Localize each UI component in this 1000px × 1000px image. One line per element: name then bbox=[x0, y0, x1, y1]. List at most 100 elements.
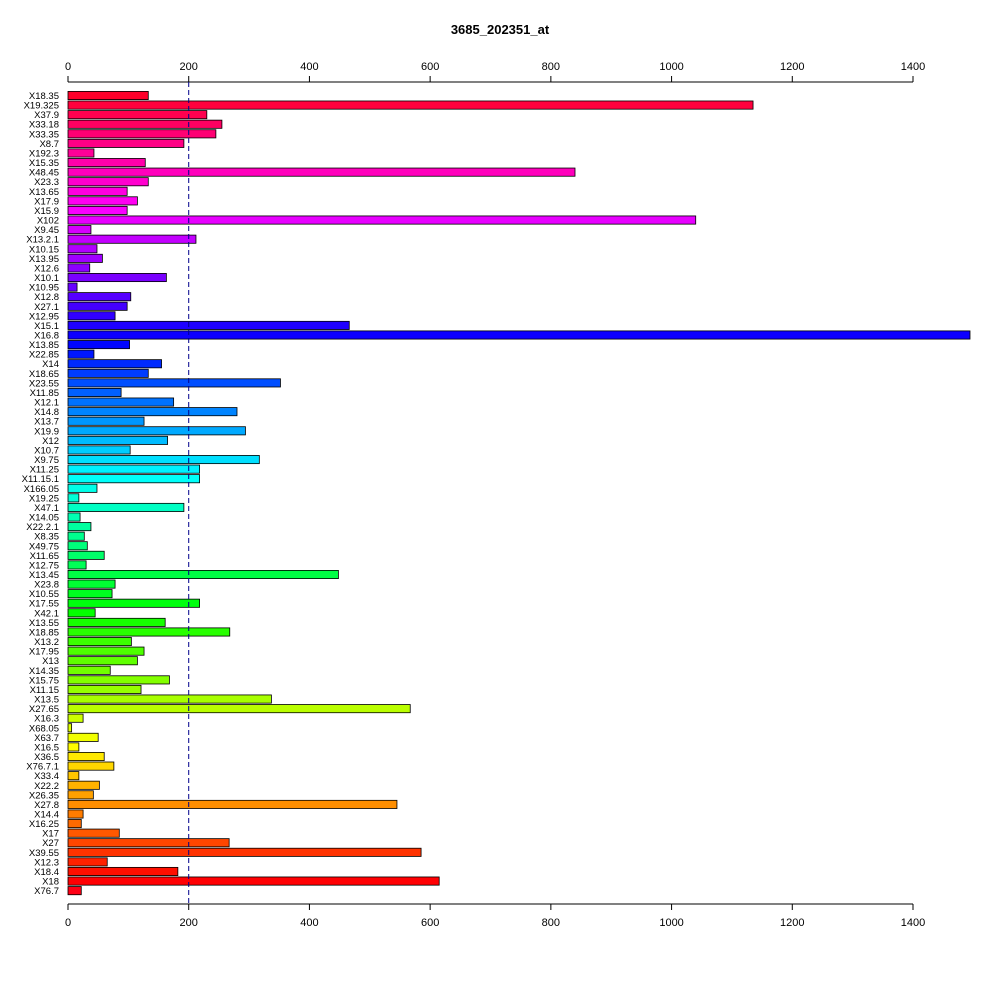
category-label: X11.15 bbox=[30, 685, 59, 696]
category-label: X68.05 bbox=[29, 723, 59, 734]
category-label: X10.55 bbox=[29, 589, 59, 600]
bar bbox=[67, 876, 440, 886]
bar bbox=[67, 320, 350, 330]
axis-tick-label: 600 bbox=[421, 61, 439, 73]
category-label: X27.1 bbox=[34, 302, 59, 313]
bar bbox=[67, 464, 200, 474]
axis-tick-label: 400 bbox=[300, 917, 318, 929]
category-label: X22.85 bbox=[29, 350, 59, 361]
bar bbox=[67, 531, 85, 541]
axis-tick-label: 1200 bbox=[780, 61, 804, 73]
category-label: X37.9 bbox=[34, 110, 59, 121]
bar bbox=[67, 330, 971, 340]
category-label: X12.1 bbox=[34, 398, 59, 409]
category-label: X18 bbox=[42, 877, 59, 888]
bar bbox=[67, 694, 272, 704]
category-label: X13.7 bbox=[34, 417, 59, 428]
category-label: X14.05 bbox=[29, 513, 59, 524]
category-label: X19.9 bbox=[34, 426, 59, 437]
category-label: X12.6 bbox=[34, 263, 59, 274]
bar bbox=[67, 742, 80, 752]
category-label: X102 bbox=[37, 216, 59, 227]
bar-series bbox=[67, 91, 971, 896]
category-label: X14.35 bbox=[29, 666, 59, 677]
category-label: X18.85 bbox=[29, 627, 59, 638]
bar bbox=[67, 91, 149, 101]
bar bbox=[67, 608, 96, 618]
bar bbox=[67, 723, 73, 733]
category-label: X13.85 bbox=[29, 340, 59, 351]
category-label: X16.3 bbox=[34, 714, 59, 725]
bar bbox=[67, 110, 208, 120]
bar bbox=[67, 455, 260, 465]
bar bbox=[67, 752, 105, 762]
category-label: X13.55 bbox=[29, 618, 59, 629]
bar bbox=[67, 502, 185, 512]
category-label: X16.5 bbox=[34, 742, 59, 753]
axis-tick-label: 800 bbox=[542, 61, 560, 73]
bar bbox=[67, 311, 116, 321]
bar bbox=[67, 387, 122, 397]
bar bbox=[67, 158, 146, 168]
bar bbox=[67, 886, 82, 896]
category-label: X9.75 bbox=[34, 455, 59, 466]
category-label: X12 bbox=[42, 436, 59, 447]
category-label: X11.15.1 bbox=[22, 474, 59, 485]
bar bbox=[67, 838, 230, 848]
bar bbox=[67, 397, 175, 407]
bar bbox=[67, 828, 120, 838]
bar bbox=[67, 809, 84, 819]
category-label: X11.65 bbox=[30, 551, 59, 562]
category-label: X76.7 bbox=[34, 886, 59, 897]
bar bbox=[67, 186, 128, 196]
bar bbox=[67, 790, 94, 800]
bar bbox=[67, 675, 170, 685]
category-label: X18.35 bbox=[29, 91, 59, 102]
axis-tick-label: 1400 bbox=[901, 917, 925, 929]
bar bbox=[67, 780, 100, 790]
category-label: X17.55 bbox=[29, 599, 59, 610]
category-label: X14.8 bbox=[34, 407, 59, 418]
axis-tick-label: 1000 bbox=[659, 917, 683, 929]
bar bbox=[67, 541, 88, 551]
category-label: X12.8 bbox=[34, 292, 59, 303]
category-label: X166.05 bbox=[24, 484, 59, 495]
axis-tick-label: 400 bbox=[300, 61, 318, 73]
category-label: X13.2.1 bbox=[26, 235, 59, 246]
bar bbox=[67, 799, 398, 809]
category-label: X27.65 bbox=[29, 704, 59, 715]
category-label: X39.55 bbox=[29, 848, 59, 859]
axis-tick-label: 800 bbox=[542, 917, 560, 929]
category-label: X36.5 bbox=[34, 752, 59, 763]
bar bbox=[67, 866, 179, 876]
category-label: X12.95 bbox=[29, 311, 59, 322]
category-label: X11.25 bbox=[30, 465, 59, 476]
bar bbox=[67, 244, 98, 254]
axis-tick-label: 200 bbox=[180, 61, 198, 73]
category-label: X23.55 bbox=[29, 378, 59, 389]
bar bbox=[67, 847, 422, 857]
bar bbox=[67, 129, 217, 139]
category-labels: X18.35X19.325X37.9X33.18X33.35X8.7X192.3… bbox=[22, 91, 59, 897]
bar bbox=[67, 205, 128, 215]
bar bbox=[67, 263, 91, 273]
category-label: X11.85 bbox=[30, 388, 59, 399]
category-label: X10.1 bbox=[34, 273, 59, 284]
category-label: X15.75 bbox=[29, 675, 59, 686]
bar bbox=[67, 627, 231, 637]
category-label: X192.3 bbox=[29, 148, 59, 159]
bar bbox=[67, 426, 246, 436]
bar bbox=[67, 704, 411, 714]
axis-tick-label: 0 bbox=[65, 917, 71, 929]
bar bbox=[67, 771, 80, 781]
bar bbox=[67, 589, 113, 599]
bar bbox=[67, 378, 281, 388]
category-label: X13.65 bbox=[29, 187, 59, 198]
bar bbox=[67, 215, 697, 225]
category-label: X13.45 bbox=[29, 570, 59, 581]
bar bbox=[67, 445, 131, 455]
bar bbox=[67, 301, 128, 311]
category-label: X14.4 bbox=[34, 810, 59, 821]
category-label: X13.5 bbox=[34, 695, 59, 706]
category-label: X33.35 bbox=[29, 129, 59, 140]
